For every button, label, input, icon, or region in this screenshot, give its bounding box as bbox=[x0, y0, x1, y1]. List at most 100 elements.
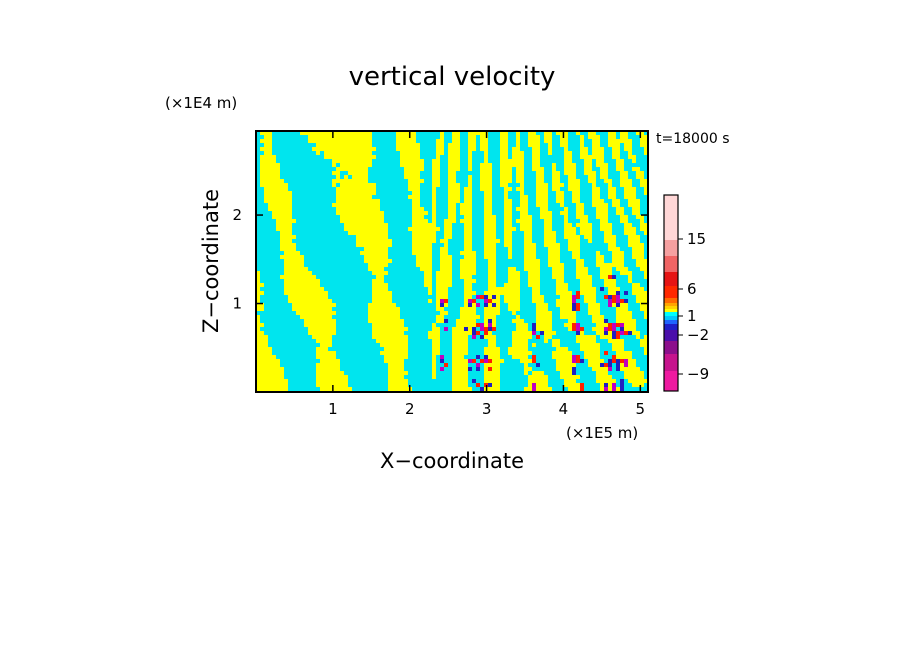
field-cell bbox=[572, 135, 577, 140]
field-cell bbox=[344, 223, 349, 228]
field-cell bbox=[276, 323, 281, 328]
field-cell bbox=[588, 331, 593, 336]
field-cell bbox=[376, 167, 381, 172]
field-cell bbox=[564, 327, 569, 332]
field-cell bbox=[420, 299, 425, 304]
field-cell bbox=[328, 303, 333, 308]
field-cell bbox=[552, 151, 557, 156]
field-cell bbox=[616, 255, 621, 260]
field-cell bbox=[544, 311, 549, 316]
field-cell bbox=[420, 235, 425, 240]
field-cell bbox=[476, 211, 481, 216]
field-cell bbox=[360, 239, 365, 244]
field-cell bbox=[468, 147, 473, 152]
field-cell bbox=[400, 263, 405, 268]
field-cell bbox=[332, 247, 337, 252]
field-cell bbox=[416, 271, 421, 276]
field-cell bbox=[452, 183, 457, 188]
field-cell bbox=[464, 207, 469, 212]
field-cell bbox=[260, 191, 265, 196]
field-cell bbox=[320, 203, 325, 208]
field-cell bbox=[524, 263, 529, 268]
field-cell bbox=[360, 151, 365, 156]
field-cell bbox=[576, 271, 581, 276]
field-cell bbox=[256, 247, 261, 252]
field-cell bbox=[564, 307, 569, 312]
field-cell bbox=[404, 159, 409, 164]
field-cell bbox=[576, 223, 581, 228]
field-cell bbox=[616, 319, 621, 324]
field-cell bbox=[520, 143, 525, 148]
field-cell bbox=[580, 307, 585, 312]
field-cell bbox=[268, 251, 273, 256]
field-cell bbox=[276, 291, 281, 296]
field-cell bbox=[484, 163, 489, 168]
field-cell bbox=[352, 247, 357, 252]
field-cell bbox=[504, 231, 509, 236]
field-cell bbox=[380, 267, 385, 272]
field-cell bbox=[352, 175, 357, 180]
field-cell bbox=[448, 283, 453, 288]
field-cell bbox=[424, 171, 429, 176]
field-cell bbox=[324, 147, 329, 152]
field-cell bbox=[496, 179, 501, 184]
field-cell bbox=[472, 143, 477, 148]
field-cell bbox=[292, 171, 297, 176]
field-cell bbox=[340, 263, 345, 268]
field-cell bbox=[368, 315, 373, 320]
field-cell bbox=[304, 327, 309, 332]
field-cell bbox=[380, 131, 385, 136]
field-cell bbox=[576, 247, 581, 252]
field-cell bbox=[328, 259, 333, 264]
field-cell bbox=[296, 323, 301, 328]
field-cell bbox=[356, 235, 361, 240]
field-cell bbox=[260, 139, 265, 144]
field-cell bbox=[372, 211, 377, 216]
field-cell bbox=[608, 283, 613, 288]
field-cell bbox=[460, 163, 465, 168]
field-cell bbox=[568, 199, 573, 204]
field-cell bbox=[580, 327, 585, 332]
field-cell bbox=[576, 315, 581, 320]
field-cell bbox=[272, 315, 277, 320]
field-cell bbox=[548, 203, 553, 208]
field-cell bbox=[352, 319, 357, 324]
field-cell bbox=[364, 235, 369, 240]
field-cell bbox=[312, 251, 317, 256]
field-cell bbox=[256, 235, 261, 240]
field-cell bbox=[640, 287, 645, 292]
field-cell bbox=[568, 191, 573, 196]
field-cell bbox=[636, 191, 641, 196]
field-cell bbox=[468, 155, 473, 160]
field-cell bbox=[540, 279, 545, 284]
field-cell bbox=[276, 235, 281, 240]
field-cell bbox=[268, 267, 273, 272]
field-cell bbox=[580, 159, 585, 164]
field-cell bbox=[608, 179, 613, 184]
field-cell bbox=[336, 235, 341, 240]
field-cell bbox=[284, 143, 289, 148]
field-cell bbox=[360, 207, 365, 212]
field-cell bbox=[364, 251, 369, 256]
field-cell bbox=[460, 331, 465, 336]
field-cell bbox=[432, 259, 437, 264]
field-cell bbox=[620, 231, 625, 236]
field-cell bbox=[284, 227, 289, 232]
field-cell bbox=[432, 267, 437, 272]
field-cell bbox=[440, 151, 445, 156]
field-cell bbox=[580, 315, 585, 320]
field-cell bbox=[392, 215, 397, 220]
field-cell bbox=[416, 303, 421, 308]
field-cell bbox=[320, 223, 325, 228]
field-cell bbox=[528, 323, 533, 328]
field-cell bbox=[624, 323, 629, 328]
field-cell bbox=[472, 279, 477, 284]
field-cell bbox=[536, 199, 541, 204]
field-cell bbox=[536, 303, 541, 308]
field-cell bbox=[340, 183, 345, 188]
field-cell bbox=[636, 219, 641, 224]
field-cell bbox=[264, 159, 269, 164]
field-cell bbox=[320, 171, 325, 176]
field-cell bbox=[384, 151, 389, 156]
field-cell bbox=[552, 147, 557, 152]
